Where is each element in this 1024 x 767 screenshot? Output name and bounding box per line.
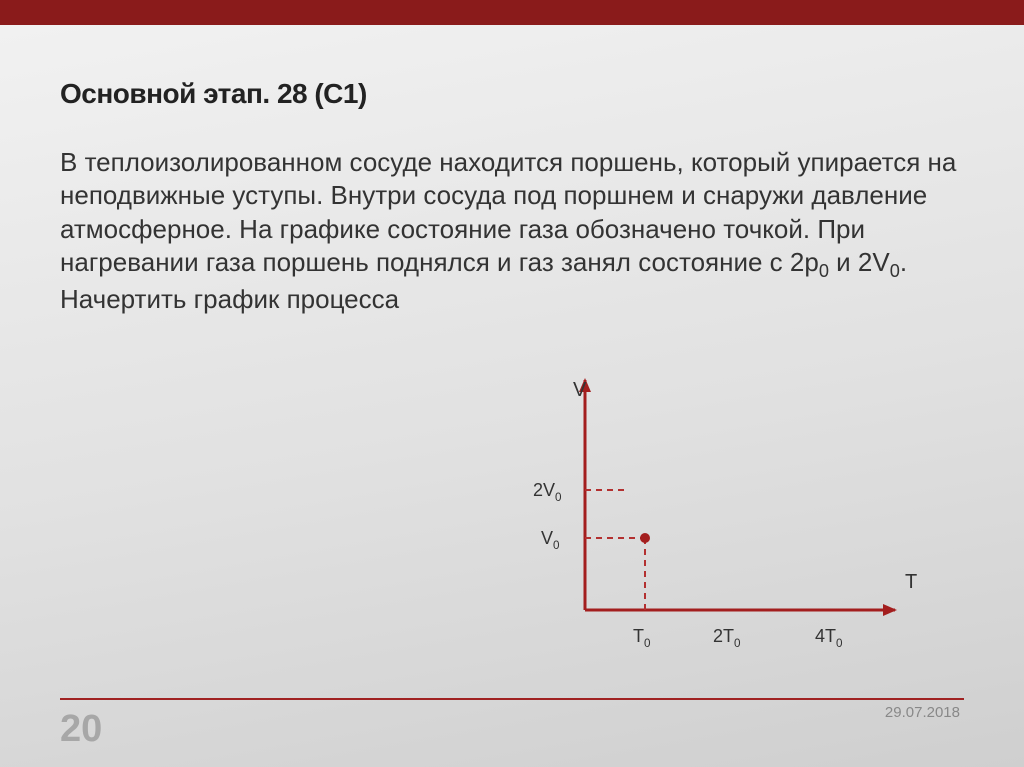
slide-date: 29.07.2018: [885, 704, 960, 721]
slide-body: В теплоизолированном сосуде находится по…: [60, 146, 964, 317]
svg-text:4T0: 4T0: [815, 626, 843, 650]
svg-text:2T0: 2T0: [713, 626, 741, 650]
svg-text:V0: V0: [541, 528, 560, 552]
svg-text:T0: T0: [633, 626, 651, 650]
top-bar: [0, 0, 1024, 25]
page-number: 20: [60, 708, 102, 751]
svg-text:2V0: 2V0: [533, 480, 562, 504]
slide-content: Основной этап. 28 (С1) В теплоизолирован…: [60, 78, 964, 317]
vt-chart: V T 2V0 V0 T0 2T0 4T0: [475, 370, 945, 670]
footer-divider: [60, 698, 964, 700]
slide-title: Основной этап. 28 (С1): [60, 78, 964, 110]
svg-text:T: T: [905, 571, 917, 593]
svg-text:V: V: [573, 379, 587, 401]
